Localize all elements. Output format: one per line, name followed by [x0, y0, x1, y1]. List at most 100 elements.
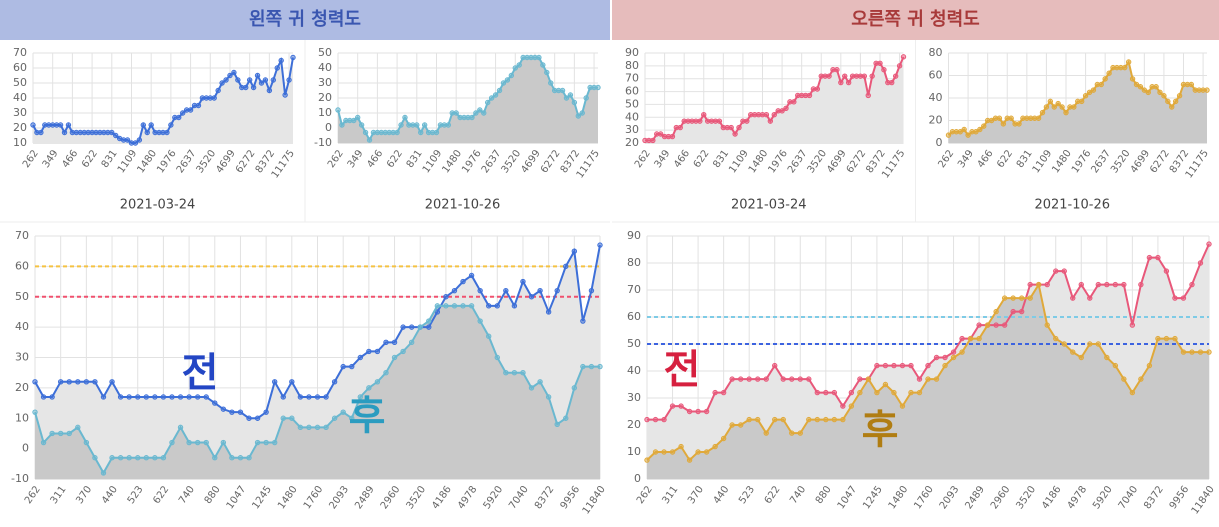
x-tick-label: 311 — [49, 484, 69, 506]
point — [1112, 281, 1119, 288]
y-tick-label: 20 — [929, 114, 943, 127]
y-tick-label: 90 — [625, 46, 639, 59]
point — [1180, 349, 1187, 355]
point — [791, 99, 797, 105]
point — [1153, 84, 1159, 90]
point — [554, 287, 560, 294]
point — [891, 362, 897, 369]
point — [1035, 281, 1042, 288]
point — [434, 309, 441, 315]
point — [1010, 295, 1016, 301]
point — [528, 385, 535, 391]
y-tick-label: 50 — [625, 97, 639, 110]
point — [697, 118, 703, 124]
point — [132, 140, 139, 146]
point — [203, 439, 209, 446]
point — [177, 394, 184, 400]
x-tick-label: 3520 — [405, 484, 429, 511]
x-tick-label: 3520 — [195, 148, 219, 175]
x-tick-label: 440 — [712, 484, 732, 506]
y-tick-label: 40 — [13, 91, 27, 104]
point — [720, 435, 727, 442]
point — [889, 79, 895, 86]
point — [823, 389, 829, 396]
x-tick-label: 1109 — [1031, 148, 1055, 175]
x-tick-label: 370 — [686, 484, 706, 506]
point — [357, 394, 364, 400]
point — [1044, 322, 1050, 328]
point — [779, 108, 785, 114]
x-tick-label: 880 — [814, 484, 834, 506]
x-tick-label: 2637 — [480, 148, 504, 175]
x-tick-label: 2489 — [353, 484, 377, 511]
point — [1197, 260, 1204, 266]
y-tick-label: 50 — [627, 337, 641, 350]
point — [374, 348, 381, 355]
point — [271, 439, 278, 446]
point — [977, 126, 983, 133]
point — [237, 409, 244, 415]
x-tick-label: 3520 — [1014, 484, 1038, 511]
point — [1176, 93, 1183, 99]
point — [588, 363, 595, 370]
x-tick-label: 349 — [346, 148, 366, 170]
point — [520, 278, 526, 285]
x-tick-label: 370 — [74, 484, 94, 506]
date-label: 2021-10-26 — [1034, 198, 1110, 213]
point — [391, 354, 398, 361]
point — [746, 416, 752, 423]
point — [1155, 335, 1161, 342]
y-tick-label: 90 — [627, 229, 641, 242]
point — [583, 95, 589, 101]
point — [1016, 121, 1022, 127]
y-tick-label: 20 — [627, 418, 641, 431]
point — [314, 394, 321, 400]
point — [571, 248, 578, 254]
point — [950, 354, 957, 361]
point — [1125, 59, 1132, 65]
point — [1055, 100, 1061, 107]
point — [136, 137, 143, 143]
point — [669, 403, 676, 409]
point — [579, 110, 585, 116]
point — [840, 403, 846, 409]
point — [460, 303, 466, 309]
point — [826, 73, 832, 79]
point — [1001, 295, 1008, 301]
point — [848, 389, 855, 396]
x-tick-label: 2637 — [175, 148, 199, 175]
point — [842, 73, 848, 79]
y-tick-label: 40 — [625, 110, 639, 123]
point — [306, 424, 312, 431]
point — [246, 77, 253, 83]
point — [814, 416, 821, 423]
point — [477, 287, 483, 294]
series-label: 후 — [349, 393, 386, 439]
x-tick-label: 9956 — [1168, 484, 1192, 511]
point — [728, 124, 734, 131]
point — [349, 415, 355, 421]
point — [892, 73, 899, 79]
point — [366, 137, 373, 143]
point — [289, 415, 295, 421]
point — [453, 110, 459, 116]
x-tick-label: 4978 — [456, 484, 480, 511]
point — [92, 455, 98, 461]
point — [1070, 349, 1076, 355]
point — [215, 87, 221, 94]
point — [160, 455, 167, 461]
point — [563, 95, 570, 101]
x-tick-label: 4186 — [430, 484, 454, 511]
point — [40, 439, 47, 446]
point — [1078, 354, 1084, 361]
y-tick-label: 20 — [318, 91, 332, 104]
point — [1027, 281, 1033, 288]
point — [290, 54, 296, 61]
point — [908, 389, 914, 396]
y-tick-label: 50 — [15, 290, 29, 303]
x-tick-label: 7040 — [507, 484, 531, 511]
x-tick-label: 6272 — [234, 148, 258, 175]
point — [164, 129, 170, 136]
point — [657, 131, 664, 137]
